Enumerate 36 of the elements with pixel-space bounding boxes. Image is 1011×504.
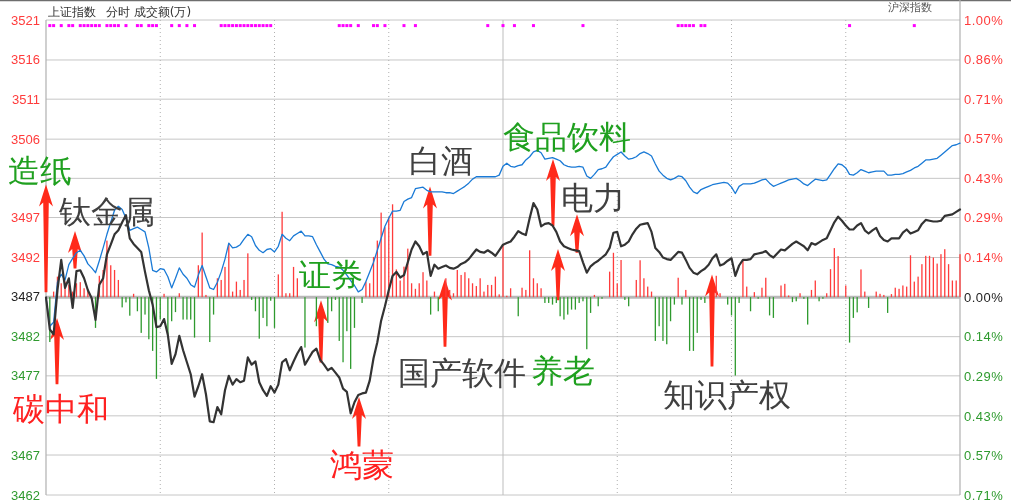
y2-tick-label: 1.00% [964, 12, 1004, 28]
y2-tick-label: 0.86% [964, 52, 1004, 68]
y-tick-label: 3482 [11, 329, 40, 345]
y2-tick-label: 0.57% [964, 447, 1004, 463]
y2-tick-label: 0.57% [964, 131, 1004, 147]
annotation: 造纸 [8, 151, 72, 190]
y-tick-label: 3492 [11, 250, 40, 265]
y-tick-label: 3506 [11, 131, 40, 147]
y-tick-label: 3487 [11, 289, 40, 305]
subtitle: 分时 成交额(万) [106, 5, 192, 19]
y2-tick-label: 0.14% [964, 329, 1004, 345]
y-tick-label: 3511 [12, 91, 40, 107]
y-tick-label: 3462 [11, 487, 40, 503]
annotation: 电力 [561, 179, 625, 218]
y-tick-label: 3467 [11, 447, 40, 463]
annotation: 国产软件 [398, 354, 526, 393]
annotation: 沪深指数 [888, 1, 932, 15]
y-tick-label: 3516 [11, 52, 40, 68]
y2-tick-label: 0.43% [964, 408, 1004, 424]
annotation: 知识产权 [663, 376, 791, 415]
annotation: 养老 [531, 352, 595, 391]
y2-tick-label: 0.43% [964, 170, 1004, 186]
y2-tick-label: 0.71% [964, 487, 1004, 503]
y2-tick-label: 0.71% [964, 91, 1004, 107]
annotation: 食品饮料 [503, 118, 631, 157]
y2-tick-label: 0.00% [964, 289, 1004, 305]
y-tick-label: 3477 [11, 368, 40, 384]
y2-tick-label: 0.14% [964, 250, 1004, 265]
y-tick-label: 3497 [11, 210, 40, 225]
annotation: 鸿蒙 [330, 446, 394, 485]
y-tick-label: 3521 [11, 12, 40, 28]
y2-tick-label: 0.29% [964, 368, 1004, 384]
y2-tick-label: 0.29% [964, 210, 1004, 226]
title: 上证指数 [48, 5, 96, 19]
annotation: 白酒 [409, 141, 473, 180]
annotation: 碳中和 [13, 390, 109, 428]
